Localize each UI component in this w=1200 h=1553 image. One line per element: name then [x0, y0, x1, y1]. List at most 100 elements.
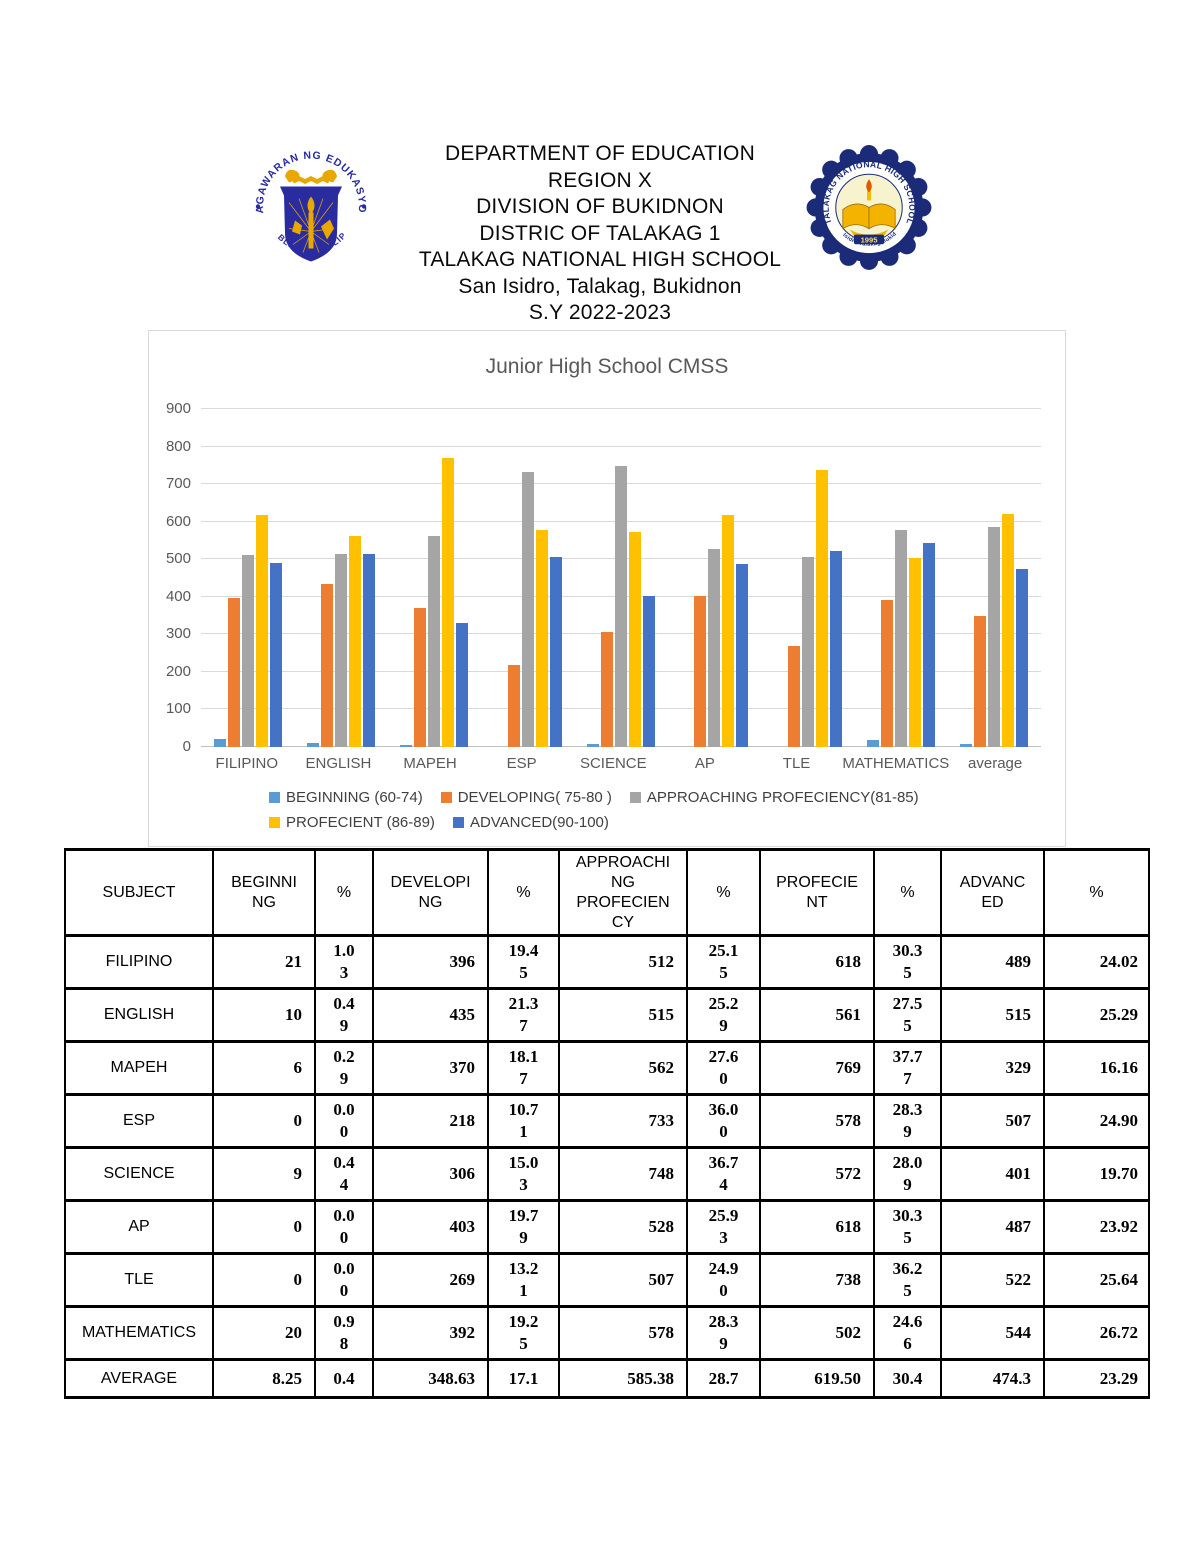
bar-group-tle [761, 409, 854, 747]
value-cell: 0.0 0 [314, 1199, 374, 1255]
x-axis-category-label: AP [694, 755, 715, 772]
value-cell: 618 [759, 934, 875, 990]
value-cell: 24.90 [1043, 1093, 1150, 1149]
bar-advanced [922, 542, 935, 747]
y-axis-tick-label: 800 [165, 437, 191, 455]
bar-beginning [960, 743, 973, 747]
bar-group-average [948, 409, 1041, 747]
x-axis-category-label: TLE [782, 755, 811, 772]
header-line-address: San Isidro, Talakag, Bukidnon [458, 274, 742, 298]
bar-developing [974, 616, 987, 747]
bar-developing [414, 608, 427, 747]
value-cell: 507 [558, 1252, 688, 1308]
value-cell: 24.02 [1043, 934, 1150, 990]
bar-profecient [535, 529, 548, 747]
bar-group-filipino [201, 409, 294, 747]
value-cell: 9 [212, 1146, 316, 1202]
value-cell: 578 [759, 1093, 875, 1149]
subject-cell: ENGLISH [64, 987, 214, 1043]
value-cell: 561 [759, 987, 875, 1043]
jhs-cmss-chart: Junior High School CMSS FILIPINO ENGLISH M… [148, 330, 1066, 847]
bar-advanced [362, 553, 375, 747]
bar-advanced [456, 623, 469, 747]
bar-group-mapeh [388, 409, 481, 747]
bar-developing [320, 583, 333, 747]
value-cell: 20 [212, 1305, 316, 1361]
bar-profecient [722, 514, 735, 747]
value-cell: 37.7 7 [873, 1040, 942, 1096]
bar-approaching [241, 554, 254, 747]
value-cell: 392 [372, 1305, 489, 1361]
value-cell: 19.7 9 [487, 1199, 560, 1255]
value-cell: 10.7 1 [487, 1093, 560, 1149]
x-axis-category-label: ENGLISH [305, 755, 372, 772]
legend-item: DEVELOPING( 75-80 ) [440, 789, 612, 806]
value-cell: 25.64 [1043, 1252, 1150, 1308]
bar-developing [507, 665, 520, 747]
value-cell: 487 [940, 1199, 1045, 1255]
open-book-left [842, 203, 870, 230]
value-cell: 23.92 [1043, 1199, 1150, 1255]
subject-cell: SCIENCE [64, 1146, 214, 1202]
value-cell: 0.0 0 [314, 1252, 374, 1308]
table-row-esp: ESP 0 0.0 0 218 10.7 1 733 36.0 0 578 28.3 9 507 2… [64, 1093, 1150, 1149]
bar-approaching [801, 556, 814, 747]
bar-developing [227, 598, 240, 747]
value-cell: 24.6 6 [873, 1305, 942, 1361]
value-cell: 0.4 4 [314, 1146, 374, 1202]
value-cell: 25.2 9 [686, 987, 761, 1043]
y-axis-tick-label: 200 [165, 662, 191, 680]
column-header: ADVANC ED [940, 848, 1045, 937]
table-row-tle: TLE 0 0.0 0 269 13.2 1 507 24.9 0 738 36.2 5 522 2… [64, 1252, 1150, 1308]
bar-profecient [348, 536, 361, 747]
x-axis-category-label: SCIENCE [579, 755, 647, 772]
value-cell: 396 [372, 934, 489, 990]
value-cell: 618 [759, 1199, 875, 1255]
seal-dot-left [255, 204, 261, 209]
value-cell: 0 [212, 1093, 316, 1149]
value-cell: 401 [940, 1146, 1045, 1202]
table-row-mapeh: MAPEH 6 0.2 9 370 18.1 7 562 27.6 0 769 37.7 7 32… [64, 1040, 1150, 1096]
value-cell: 1.0 3 [314, 934, 374, 990]
school-seal-emblem: 1995 [842, 179, 896, 244]
y-axis-tick-label: 500 [165, 550, 191, 568]
value-cell: 21.3 7 [487, 987, 560, 1043]
value-cell: 403 [372, 1199, 489, 1255]
document-header: DEPARTMENT OF EDUCATION REGION X DIVISIO… [0, 141, 1200, 327]
value-cell: 28.7 [686, 1358, 761, 1399]
value-cell: 502 [759, 1305, 875, 1361]
bar-profecient [442, 458, 455, 747]
value-cell: 36.7 4 [686, 1146, 761, 1202]
legend-swatch [269, 792, 280, 803]
table-row-average: AVERAGE 8.25 0.4 348.63 17.1 585.38 28.7 619.50… [64, 1358, 1150, 1399]
bar-profecient [815, 469, 828, 747]
x-axis-category-label: average [968, 755, 1023, 772]
school-seal-logo: TALAKAG NATIONAL HIGH SCHOOL San Isidro … [803, 138, 932, 270]
bar-advanced [642, 596, 655, 747]
bar-beginning [306, 743, 319, 747]
seal-torch [292, 196, 334, 249]
bar-advanced [736, 564, 749, 747]
value-cell: 27.6 0 [686, 1040, 761, 1096]
y-axis-tick-label: 300 [165, 625, 191, 643]
value-cell: 30.4 [873, 1358, 942, 1399]
column-header: % [314, 848, 374, 937]
subject-cell: AVERAGE [64, 1358, 214, 1399]
y-axis-tick-label: 100 [165, 700, 191, 718]
subject-cell: MAPEH [64, 1040, 214, 1096]
value-cell: 18.1 7 [487, 1040, 560, 1096]
value-cell: 572 [759, 1146, 875, 1202]
legend-swatch [269, 817, 280, 828]
column-header: APPROACHI NG PROFECIEN CY [558, 848, 688, 937]
bar-developing [694, 595, 707, 747]
bar-profecient [908, 558, 921, 747]
legend-label: BEGINNING (60-74) [286, 789, 423, 806]
value-cell: 16.16 [1043, 1040, 1150, 1096]
value-cell: 370 [372, 1040, 489, 1096]
x-axis-labels: FILIPINO ENGLISH MAPEH ESP SCIENCE AP TLE MATHE… [201, 755, 1041, 772]
y-axis-tick-label: 0 [182, 738, 191, 755]
value-cell: 435 [372, 987, 489, 1043]
value-cell: 528 [558, 1199, 688, 1255]
value-cell: 6 [212, 1040, 316, 1096]
value-cell: 23.29 [1043, 1358, 1150, 1399]
